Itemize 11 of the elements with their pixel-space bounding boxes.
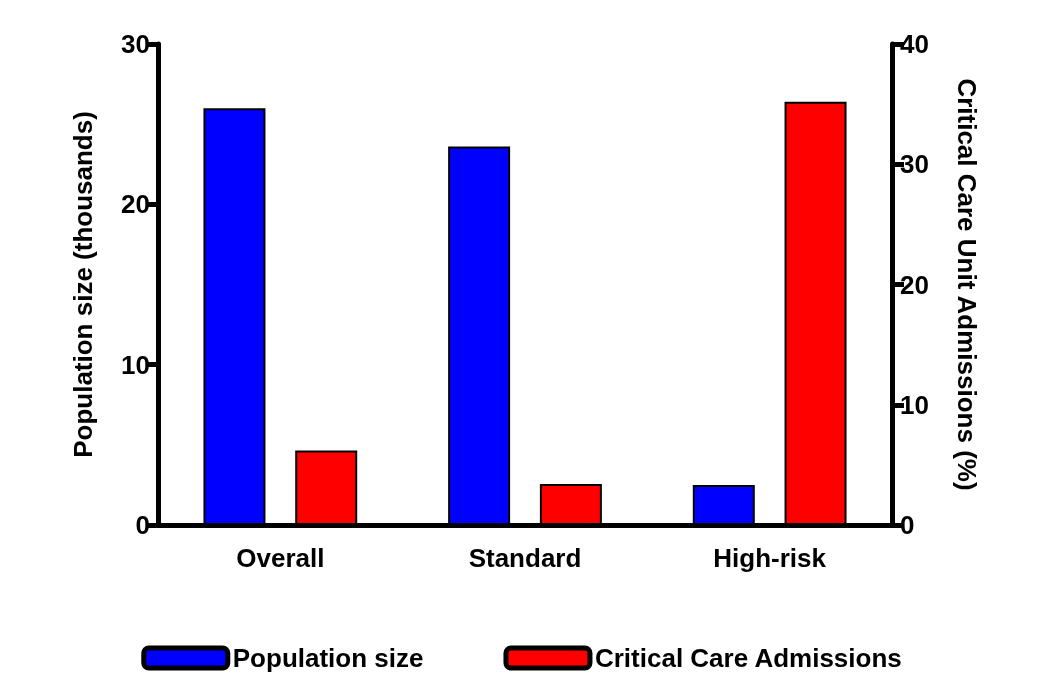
y2-tick-label: 20 [900,269,929,300]
y-axis-title: Population size (thousands) [68,111,98,458]
x-tick-label: High-risk [713,543,827,573]
y2-axis-title: Critical Care Unit Admissions (%) [952,78,982,491]
legend-label: Critical Care Admissions [594,643,902,673]
legend-label: Population size [232,643,424,673]
y2-tick-label: 40 [900,29,929,59]
x-tick-label: Standard [468,543,582,573]
y2-tick-label: 30 [900,149,929,180]
y2-tick-label: 10 [900,389,929,420]
x-tick-label: Overall [236,543,325,573]
